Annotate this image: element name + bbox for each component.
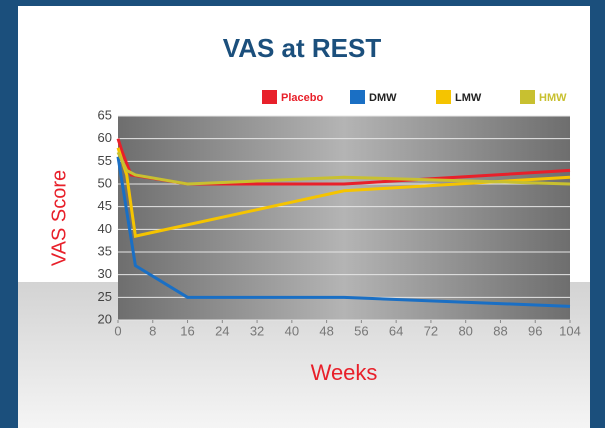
y-tick-label: 25 (98, 289, 112, 304)
y-tick-label: 50 (98, 175, 112, 190)
x-tick-label: 24 (215, 323, 229, 338)
y-tick-label: 30 (98, 266, 112, 281)
legend-swatch (262, 90, 277, 104)
y-axis-label: VAS Score (48, 170, 70, 266)
x-tick-label: 96 (528, 323, 542, 338)
y-tick-label: 40 (98, 221, 112, 236)
y-tick-label: 60 (98, 130, 112, 145)
x-tick-label: 80 (458, 323, 472, 338)
x-tick-label: 32 (250, 323, 264, 338)
x-tick-label: 64 (389, 323, 403, 338)
y-tick-label: 65 (98, 107, 112, 122)
x-tick-label: 16 (180, 323, 194, 338)
x-tick-label: 56 (354, 323, 368, 338)
plot-area (118, 116, 570, 320)
legend-label: HMW (539, 92, 567, 104)
legend-swatch (436, 90, 451, 104)
series-line (116, 156, 571, 308)
x-tick-label: 40 (285, 323, 299, 338)
x-axis-label: Weeks (311, 360, 378, 385)
chart-title: VAS at REST (223, 33, 382, 63)
y-tick-label: 20 (98, 311, 112, 326)
legend-label: LMW (455, 92, 482, 104)
series-line (116, 151, 571, 186)
legend-swatch (350, 90, 365, 104)
y-tick-label: 35 (98, 243, 112, 258)
y-tick-label: 55 (98, 153, 112, 168)
x-tick-label: 88 (493, 323, 507, 338)
x-tick-label: 48 (319, 323, 333, 338)
legend-label: DMW (369, 92, 397, 104)
x-tick-label: 8 (149, 323, 156, 338)
x-tick-label: 104 (559, 323, 581, 338)
legend-swatch (520, 90, 535, 104)
x-tick-label: 0 (114, 323, 121, 338)
y-tick-label: 45 (98, 198, 112, 213)
legend-label: Placebo (281, 92, 323, 104)
x-tick-label: 72 (424, 323, 438, 338)
